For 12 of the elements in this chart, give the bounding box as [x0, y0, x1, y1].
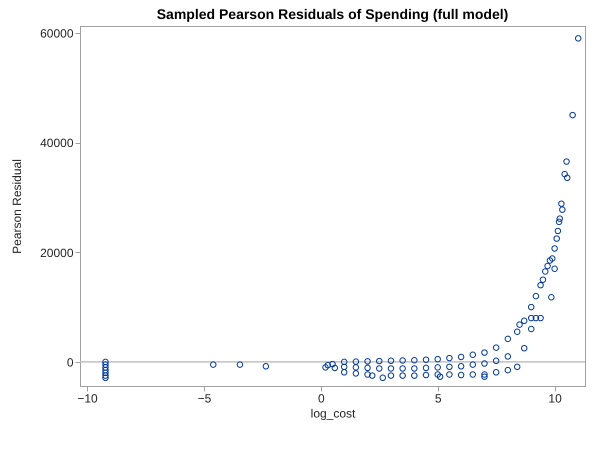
x-tick-label: −5 [198, 392, 212, 406]
x-tick-label: 10 [548, 392, 562, 406]
y-tick-label: 0 [66, 355, 74, 370]
y-tick-label: 60000 [40, 26, 74, 41]
y-tick-label: 20000 [40, 246, 74, 260]
x-tick-label: 0 [318, 392, 325, 406]
y-tick-label: 40000 [40, 136, 74, 150]
x-tick-label: 5 [434, 392, 442, 406]
x-tick-label: −10 [77, 392, 98, 406]
y-axis-title: Pearson Residual [10, 159, 24, 254]
x-axis-title: log_cost [310, 406, 356, 420]
chart-title: Sampled Pearson Residuals of Spending (full model) [156, 6, 508, 22]
